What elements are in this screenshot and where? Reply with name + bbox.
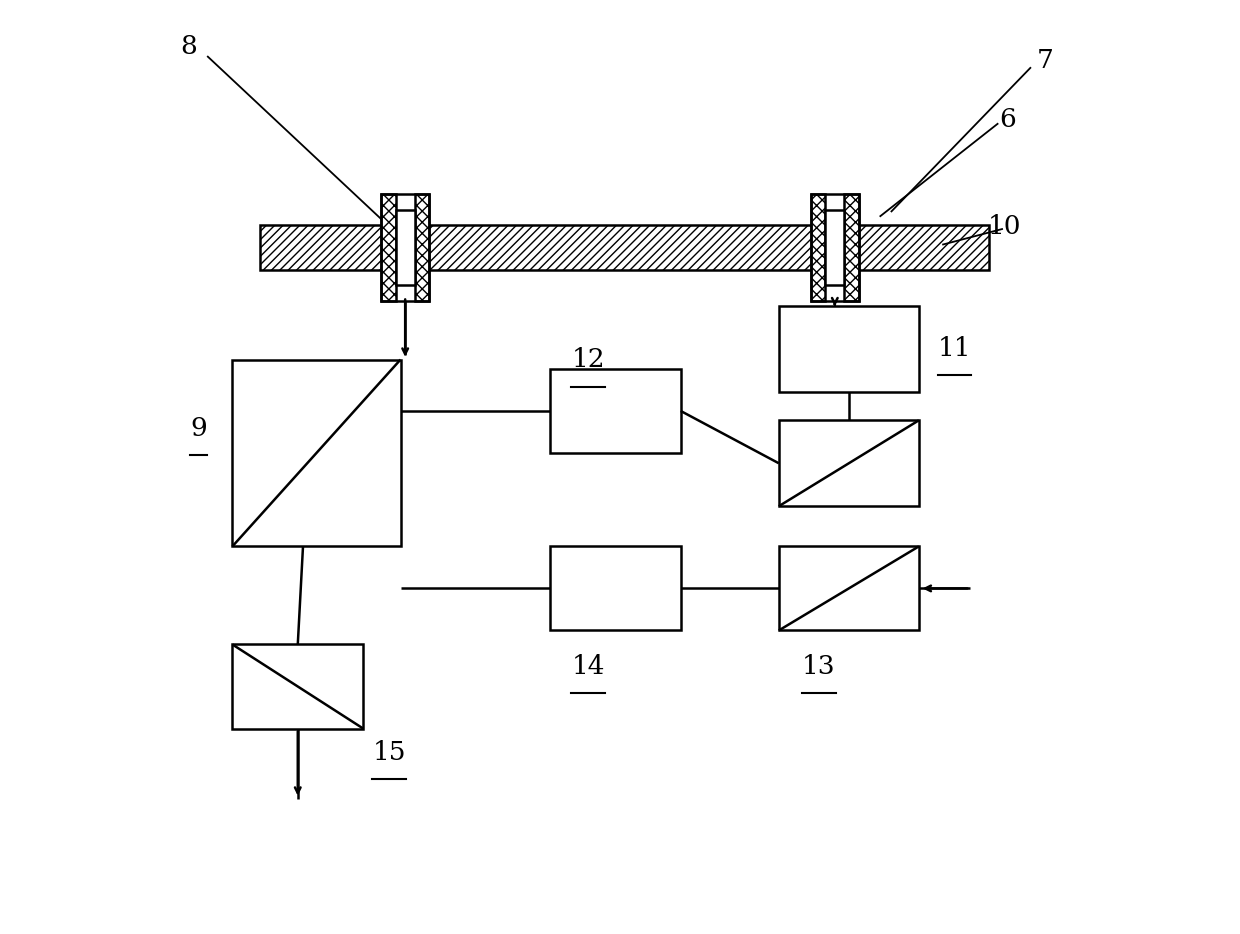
Text: 11: 11 xyxy=(937,336,971,361)
Bar xyxy=(232,360,401,546)
Bar xyxy=(232,644,363,729)
Bar xyxy=(779,546,919,630)
Text: 12: 12 xyxy=(572,347,605,373)
Bar xyxy=(381,194,396,301)
Bar xyxy=(826,210,844,285)
Text: 8: 8 xyxy=(180,35,197,59)
Bar xyxy=(551,369,681,453)
Bar xyxy=(551,546,681,630)
Text: 14: 14 xyxy=(572,654,605,679)
Text: 13: 13 xyxy=(802,654,836,679)
Text: 9: 9 xyxy=(191,416,207,441)
Bar xyxy=(811,194,859,301)
Bar xyxy=(396,210,414,285)
Bar xyxy=(811,194,826,301)
Bar xyxy=(779,420,919,506)
Text: 10: 10 xyxy=(988,215,1022,239)
Text: 15: 15 xyxy=(372,740,405,765)
Text: 6: 6 xyxy=(999,107,1016,132)
Bar xyxy=(414,194,429,301)
Bar xyxy=(844,194,859,301)
Bar xyxy=(381,194,429,301)
Bar xyxy=(260,225,990,270)
Text: 7: 7 xyxy=(1037,49,1054,73)
Bar xyxy=(779,306,919,392)
